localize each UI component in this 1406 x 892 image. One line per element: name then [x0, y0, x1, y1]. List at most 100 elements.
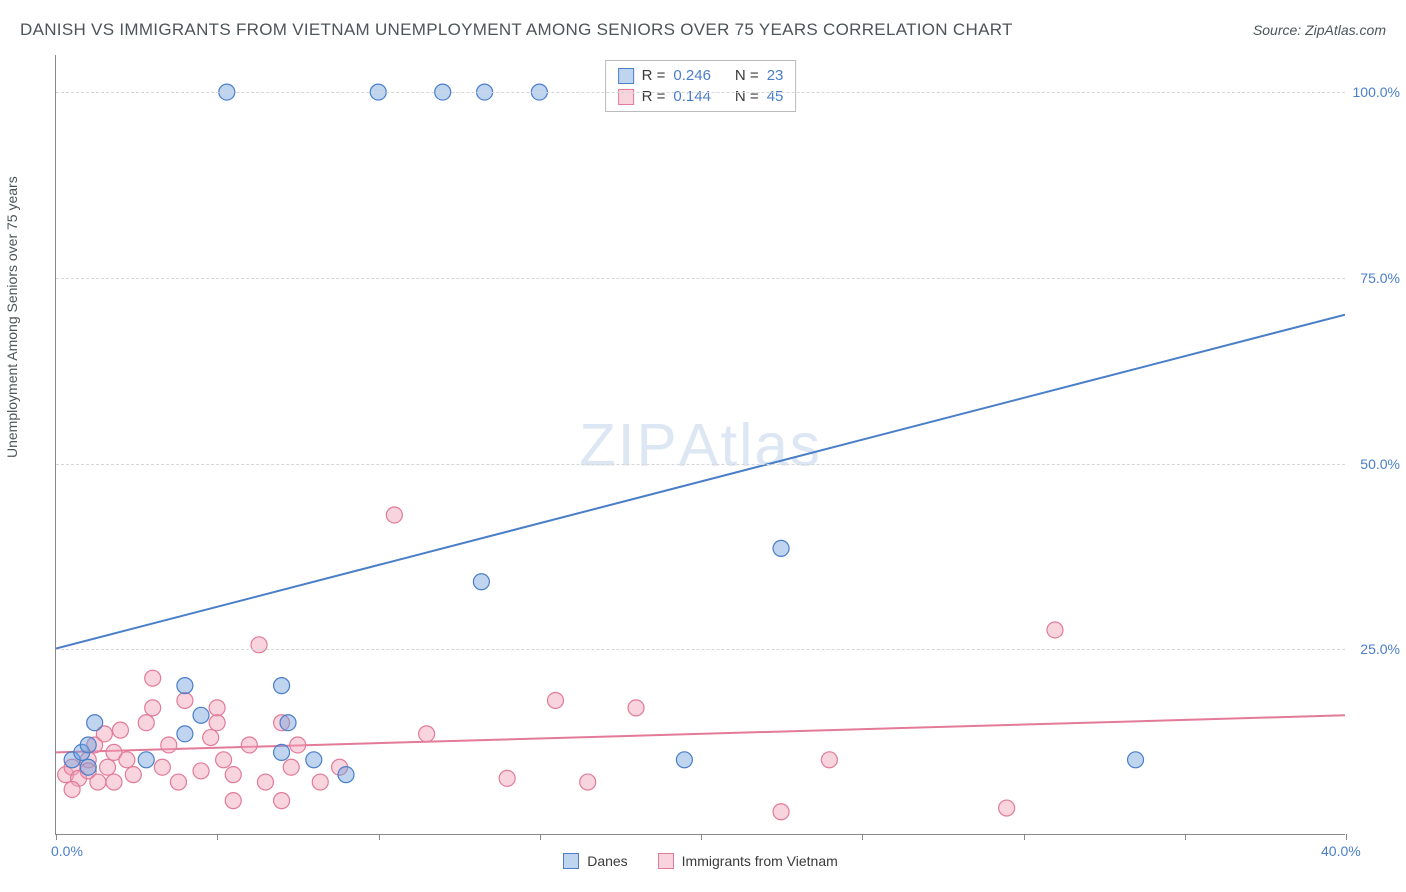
data-point: [119, 752, 135, 768]
data-point: [170, 774, 186, 790]
gridline: [56, 278, 1345, 279]
x-tick: [1346, 834, 1347, 840]
data-point: [161, 737, 177, 753]
data-point: [203, 730, 219, 746]
data-point: [145, 700, 161, 716]
plot-area: ZIPAtlas R = 0.246 N = 23 R = 0.144 N = …: [55, 55, 1345, 835]
chart-container: DANISH VS IMMIGRANTS FROM VIETNAM UNEMPL…: [0, 0, 1406, 892]
x-tick: [540, 834, 541, 840]
data-point: [209, 700, 225, 716]
data-point: [177, 726, 193, 742]
regression-line: [56, 315, 1345, 649]
y-tick-label: 100.0%: [1353, 84, 1400, 100]
data-point: [773, 804, 789, 820]
bottom-legend: Danes Immigrants from Vietnam: [56, 853, 1345, 869]
data-point: [64, 781, 80, 797]
data-point: [100, 759, 116, 775]
data-point: [306, 752, 322, 768]
data-point: [87, 715, 103, 731]
data-point: [1047, 622, 1063, 638]
legend-label-danes: Danes: [587, 853, 627, 869]
data-point: [112, 722, 128, 738]
data-point: [193, 707, 209, 723]
data-point: [138, 752, 154, 768]
data-point: [251, 637, 267, 653]
stat-row-danes: R = 0.246 N = 23: [614, 65, 788, 86]
data-point: [154, 759, 170, 775]
n-value-vietnam: 45: [767, 88, 784, 105]
data-point: [225, 793, 241, 809]
swatch-danes: [618, 68, 634, 84]
data-point: [257, 774, 273, 790]
data-point: [773, 540, 789, 556]
data-point: [338, 767, 354, 783]
data-point: [106, 774, 122, 790]
data-point: [419, 726, 435, 742]
data-point: [312, 774, 328, 790]
y-tick-label: 25.0%: [1360, 641, 1400, 657]
x-tick: [56, 834, 57, 840]
n-value-danes: 23: [767, 67, 784, 84]
x-tick: [379, 834, 380, 840]
swatch-vietnam-icon: [658, 853, 674, 869]
data-point: [274, 793, 290, 809]
data-point: [283, 759, 299, 775]
scatter-plot-svg: [56, 55, 1345, 834]
x-tick: [1185, 834, 1186, 840]
swatch-danes-icon: [563, 853, 579, 869]
y-tick-label: 75.0%: [1360, 270, 1400, 286]
data-point: [473, 574, 489, 590]
y-axis-label: Unemployment Among Seniors over 75 years: [4, 176, 20, 458]
chart-title: DANISH VS IMMIGRANTS FROM VIETNAM UNEMPL…: [20, 20, 1013, 40]
data-point: [193, 763, 209, 779]
data-point: [290, 737, 306, 753]
data-point: [80, 759, 96, 775]
data-point: [386, 507, 402, 523]
x-tick-label: 40.0%: [1321, 843, 1361, 859]
data-point: [177, 692, 193, 708]
data-point: [145, 670, 161, 686]
data-point: [280, 715, 296, 731]
data-point: [216, 752, 232, 768]
legend-item-vietnam: Immigrants from Vietnam: [658, 853, 838, 869]
data-point: [1128, 752, 1144, 768]
x-tick: [701, 834, 702, 840]
swatch-vietnam: [618, 89, 634, 105]
data-point: [999, 800, 1015, 816]
data-point: [499, 770, 515, 786]
y-tick-label: 50.0%: [1360, 456, 1400, 472]
data-point: [80, 737, 96, 753]
r-label: R =: [642, 88, 666, 105]
data-point: [177, 678, 193, 694]
data-point: [580, 774, 596, 790]
data-point: [821, 752, 837, 768]
data-point: [274, 678, 290, 694]
gridline: [56, 92, 1345, 93]
x-tick: [862, 834, 863, 840]
data-point: [90, 774, 106, 790]
legend-item-danes: Danes: [563, 853, 627, 869]
data-point: [225, 767, 241, 783]
gridline: [56, 649, 1345, 650]
r-label: R =: [642, 67, 666, 84]
x-tick: [1024, 834, 1025, 840]
x-tick-label: 0.0%: [51, 843, 83, 859]
x-tick: [217, 834, 218, 840]
data-point: [628, 700, 644, 716]
data-point: [138, 715, 154, 731]
n-label: N =: [735, 88, 759, 105]
data-point: [209, 715, 225, 731]
legend-label-vietnam: Immigrants from Vietnam: [682, 853, 838, 869]
r-value-vietnam: 0.144: [673, 88, 711, 105]
stat-legend-box: R = 0.246 N = 23 R = 0.144 N = 45: [605, 60, 797, 112]
r-value-danes: 0.246: [673, 67, 711, 84]
data-point: [676, 752, 692, 768]
data-point: [125, 767, 141, 783]
chart-header: DANISH VS IMMIGRANTS FROM VIETNAM UNEMPL…: [20, 20, 1386, 40]
data-point: [547, 692, 563, 708]
data-point: [274, 744, 290, 760]
chart-source: Source: ZipAtlas.com: [1253, 22, 1386, 38]
n-label: N =: [735, 67, 759, 84]
stat-row-vietnam: R = 0.144 N = 45: [614, 86, 788, 107]
data-point: [241, 737, 257, 753]
